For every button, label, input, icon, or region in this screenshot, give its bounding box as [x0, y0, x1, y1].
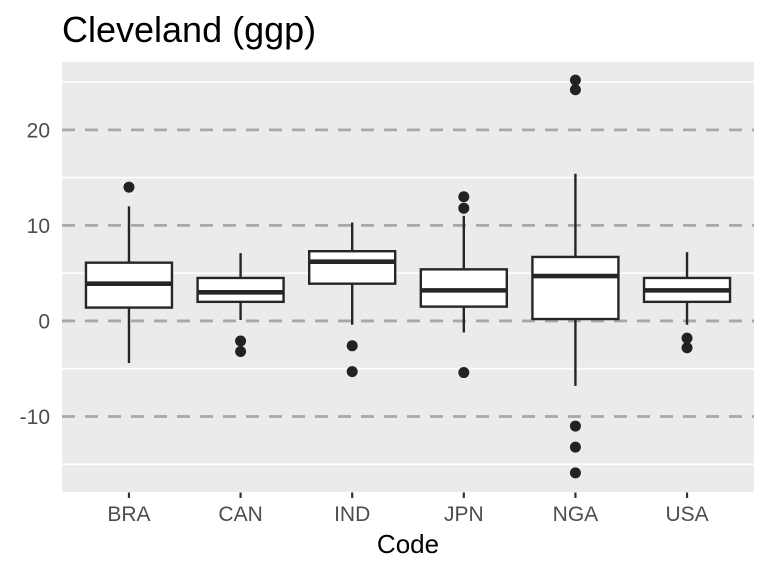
outlier-point — [235, 346, 247, 358]
boxplot-box — [196, 276, 285, 304]
outlier-point — [569, 84, 581, 96]
x-tick-label: CAN — [218, 503, 262, 526]
outlier-point — [346, 340, 358, 352]
outlier-point — [346, 366, 358, 378]
x-tick-label: IND — [334, 503, 370, 526]
y-tick-label: 10 — [27, 215, 50, 238]
boxplot-box — [419, 268, 509, 308]
x-tick-label: BRA — [107, 503, 150, 526]
boxplot-box — [531, 255, 620, 321]
boxplot-box — [307, 249, 397, 285]
panel-background — [62, 62, 754, 492]
outlier-point — [681, 342, 693, 354]
outlier-point — [458, 367, 470, 379]
y-tick-label: 0 — [38, 310, 50, 333]
outlier-point — [569, 420, 581, 432]
outlier-point — [123, 181, 135, 193]
x-tick-label: NGA — [553, 503, 599, 526]
outlier-point — [235, 335, 247, 347]
x-tick-label: USA — [665, 503, 708, 526]
x-axis-title: Code — [376, 529, 440, 559]
y-tick-label: -10 — [20, 406, 50, 429]
y-tick-label: 20 — [27, 119, 50, 142]
x-tick-label: JPN — [444, 503, 484, 526]
outlier-point — [458, 202, 470, 214]
outlier-point — [569, 74, 581, 86]
outlier-point — [569, 467, 581, 479]
chart-title: Cleveland (ggp) — [62, 9, 317, 50]
outlier-point — [569, 441, 581, 453]
outlier-point — [681, 332, 693, 344]
outlier-point — [458, 191, 470, 203]
